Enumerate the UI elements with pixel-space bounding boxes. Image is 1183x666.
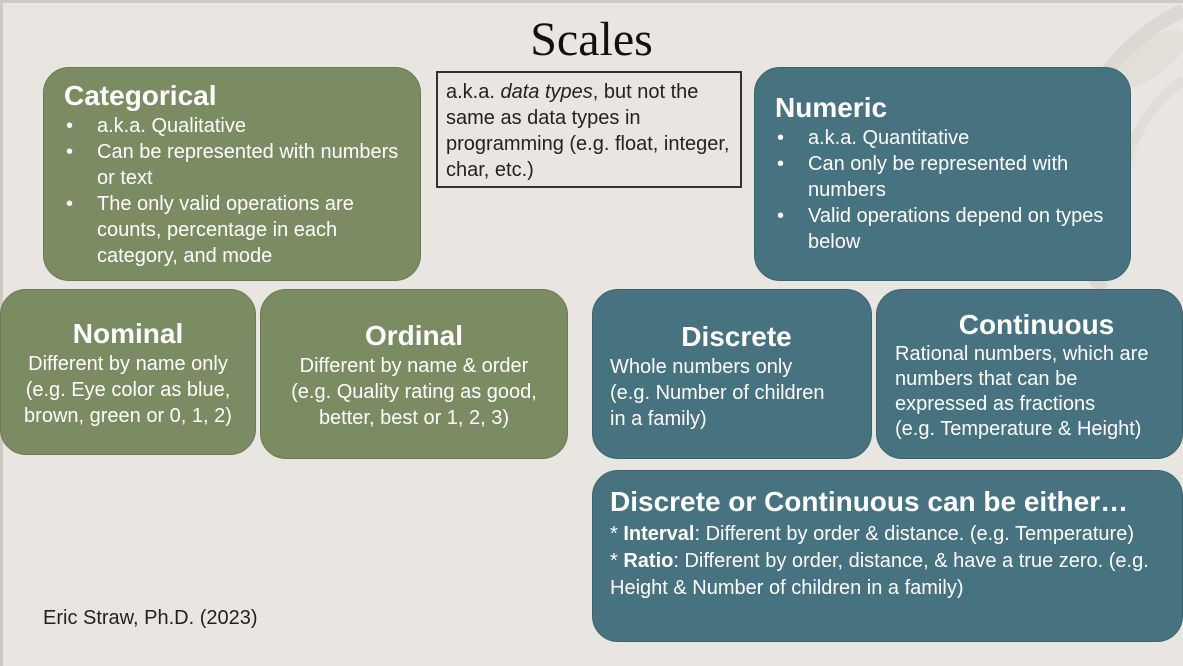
ordinal-box: Ordinal Different by name & order (e.g. … [260, 289, 568, 459]
either-heading: Discrete or Continuous can be either… [610, 486, 1129, 517]
numeric-bullet: Valid operations depend on types below [775, 203, 1116, 255]
categorical-heading: Categorical [64, 80, 217, 111]
continuous-line: numbers that can be [895, 367, 1078, 390]
nominal-line: Different by name only [28, 352, 228, 375]
note-suffix: , but not the same as data types in prog… [446, 81, 730, 181]
nominal-box: Nominal Different by name only (e.g. Eye… [0, 289, 256, 455]
numeric-bullet: a.k.a. Quantitative [775, 125, 1116, 151]
ratio-definition: * Ratio: Different by order, distance, &… [610, 549, 1149, 599]
author-credit: Eric Straw, Ph.D. (2023) [43, 607, 258, 629]
data-types-note: a.k.a. data types, but not the same as d… [436, 71, 742, 188]
discrete-line: Whole numbers only [610, 355, 793, 378]
numeric-box: Numeric a.k.a. Quantitative Can only be … [754, 67, 1131, 281]
continuous-box: Continuous Rational numbers, which are n… [876, 289, 1183, 459]
continuous-heading: Continuous [958, 309, 1115, 340]
ordinal-heading: Ordinal [364, 320, 463, 351]
numeric-heading: Numeric [775, 92, 888, 123]
ordinal-line: Different by name & order [299, 354, 529, 377]
discrete-heading: Discrete [681, 321, 792, 352]
nominal-line: brown, green or 0, 1, 2) [24, 404, 232, 427]
nominal-heading: Nominal [72, 318, 184, 349]
continuous-line: (e.g. Temperature & Height) [895, 417, 1142, 440]
ordinal-line: (e.g. Quality rating as good, [291, 380, 537, 403]
note-italic: data types [500, 81, 593, 103]
continuous-line: expressed as fractions [895, 392, 1096, 415]
interval-label: Interval [623, 522, 695, 545]
categorical-bullet: The only valid operations are counts, pe… [64, 191, 404, 269]
interval-definition: * Interval: Different by order & distanc… [610, 522, 1134, 545]
ordinal-line: better, best or 1, 2, 3) [318, 406, 510, 429]
either-box: Discrete or Continuous can be either… * … [592, 470, 1183, 642]
slide-top-edge [0, 0, 1183, 3]
categorical-bullet-list: a.k.a. Qualitative Can be represented wi… [64, 113, 404, 269]
numeric-bullet-list: a.k.a. Quantitative Can only be represen… [775, 125, 1116, 255]
ratio-text: : Different by order, distance, & have a… [610, 549, 1149, 599]
discrete-box: Discrete Whole numbers only (e.g. Number… [592, 289, 872, 459]
note-prefix: a.k.a. [446, 81, 501, 103]
categorical-box: Categorical a.k.a. Qualitative Can be re… [43, 67, 421, 281]
categorical-bullet: a.k.a. Qualitative [64, 113, 404, 139]
nominal-line: (e.g. Eye color as blue, [25, 378, 231, 401]
ratio-label: Ratio [623, 549, 674, 572]
categorical-bullet: Can be represented with numbers or text [64, 139, 404, 191]
interval-text: : Different by order & distance. (e.g. T… [694, 522, 1134, 545]
discrete-line: in a family) [610, 407, 707, 430]
slide-title: Scales [530, 13, 653, 66]
numeric-bullet: Can only be represented with numbers [775, 151, 1116, 203]
continuous-line: Rational numbers, which are [895, 342, 1149, 365]
discrete-line: (e.g. Number of children [610, 381, 825, 404]
